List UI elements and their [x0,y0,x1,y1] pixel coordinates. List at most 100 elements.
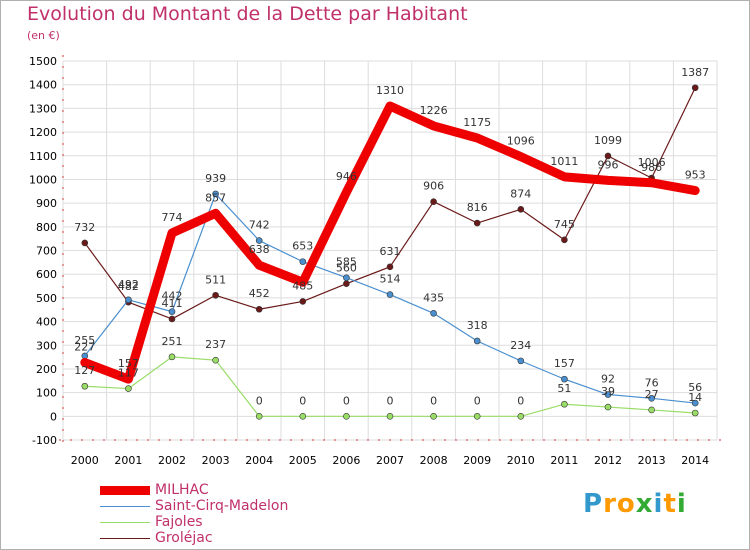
data-point [473,337,481,345]
data-label: 0 [387,394,394,407]
y-tick-label: 1500 [29,55,57,68]
x-tick-label: 2014 [681,454,709,467]
data-label: 318 [467,319,488,332]
data-point [342,188,351,197]
data-point [604,403,612,411]
data-point [604,391,612,398]
data-label: 1387 [681,66,709,79]
data-label: 237 [205,338,226,351]
data-label: 482 [118,280,139,293]
legend-label-milhac: MILHAC [155,482,209,498]
data-label: 1006 [638,156,666,169]
data-label: 0 [256,394,263,407]
legend-label-saint-cirq-madelon: Saint-Cirq-Madelon [155,498,289,514]
data-point [517,357,525,365]
data-label: 1175 [463,116,491,129]
data-labels: 7324824115114524855606319068168747451099… [74,66,709,408]
data-point [255,413,263,420]
data-label: 0 [430,394,437,407]
x-tick-label: 2003 [202,454,230,467]
data-label: 631 [380,245,401,258]
data-point [516,152,525,161]
logo-letter: i [676,489,687,519]
x-tick-label: 2004 [245,454,273,467]
y-tick-label: -100 [32,434,57,447]
data-label: 732 [74,221,95,234]
x-tick-label: 2013 [638,454,666,467]
data-label: 0 [299,394,306,407]
data-point [561,400,568,408]
data-point [168,308,176,315]
data-point [604,152,612,160]
data-label: 435 [423,291,444,304]
data-label: 996 [598,158,619,171]
data-label: 874 [510,187,531,200]
data-point [561,375,568,383]
data-point [604,176,612,185]
data-label: 76 [645,376,659,389]
data-label: 485 [292,279,313,292]
data-label: 946 [336,170,357,183]
data-label: 560 [336,262,357,275]
x-tick-label: 2009 [463,454,491,467]
legend-swatch-saint-cirq-madelon [100,506,150,507]
logo-letter: P [583,489,604,519]
data-point [81,239,89,247]
data-label: 745 [554,218,575,231]
series-layer [80,84,700,420]
data-label: 939 [205,172,226,185]
y-tick-label: 300 [36,339,57,352]
data-point [168,353,176,361]
data-label: 816 [467,201,488,214]
data-point [343,413,350,420]
data-point [691,399,699,407]
data-point [429,121,438,130]
data-point [299,258,307,265]
chart-unit: (en €) [27,29,60,42]
data-point [386,263,394,271]
data-point [168,228,176,237]
data-point [430,198,437,206]
x-tick-label: 2010 [507,454,535,467]
logo-letter: t [663,489,677,519]
y-tick-label: 1400 [29,79,57,92]
legend-swatch-fajoles [100,522,150,523]
y-tick-label: 600 [36,268,57,281]
y-tick-label: 1200 [29,126,57,139]
data-point [255,237,263,244]
logo-letter: r [603,489,617,519]
data-label: 411 [162,297,183,310]
axes: -100010020030040050060070080090010001100… [29,55,721,467]
data-label: 1226 [420,104,448,117]
x-tick-label: 2001 [114,454,142,467]
data-point [648,395,655,402]
data-point [81,382,89,390]
data-label: 452 [249,287,270,300]
data-point [212,190,219,198]
data-point [125,296,132,304]
data-point [212,291,219,299]
legend-label-fajoles: Fajoles [155,514,203,530]
data-point [648,406,655,414]
data-point [298,278,307,287]
data-label: 953 [685,169,706,182]
data-label: 14 [688,391,702,404]
data-label: 492 [118,278,139,291]
data-label: 234 [510,339,531,352]
y-tick-label: 800 [36,221,57,234]
y-tick-label: 1100 [29,150,57,163]
x-tick-label: 2005 [289,454,317,467]
y-tick-label: 500 [36,292,57,305]
data-point [430,309,437,317]
data-point [561,236,568,244]
data-point [168,315,176,323]
data-point [81,352,89,360]
data-label: 0 [517,394,524,407]
data-point [691,409,699,417]
x-tick-label: 2007 [376,454,404,467]
data-point [255,261,264,270]
x-tick-label: 2002 [158,454,186,467]
x-tick-label: 2011 [550,454,578,467]
y-tick-label: 700 [36,245,57,258]
